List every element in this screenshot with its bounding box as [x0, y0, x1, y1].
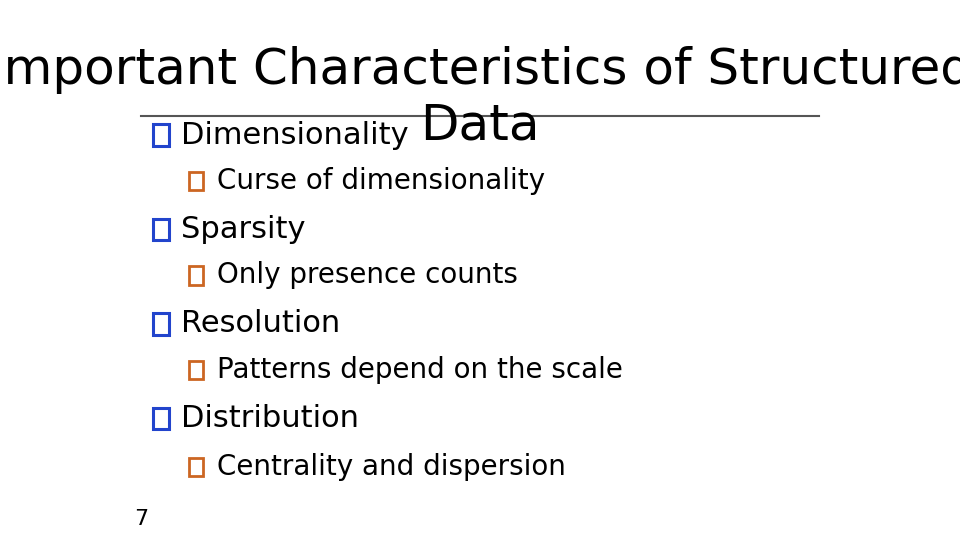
Text: Sparsity: Sparsity — [180, 215, 305, 244]
Text: Patterns depend on the scale: Patterns depend on the scale — [217, 356, 623, 384]
Text: Resolution: Resolution — [180, 309, 340, 339]
Text: Curse of dimensionality: Curse of dimensionality — [217, 167, 545, 195]
FancyBboxPatch shape — [154, 313, 169, 335]
FancyBboxPatch shape — [189, 172, 204, 190]
Text: Distribution: Distribution — [180, 404, 359, 433]
Text: Only presence counts: Only presence counts — [217, 261, 517, 289]
Text: Dimensionality: Dimensionality — [180, 120, 408, 150]
FancyBboxPatch shape — [189, 361, 204, 379]
FancyBboxPatch shape — [189, 458, 204, 476]
FancyBboxPatch shape — [154, 219, 169, 240]
Text: 7: 7 — [134, 509, 148, 529]
Text: Centrality and dispersion: Centrality and dispersion — [217, 453, 565, 481]
FancyBboxPatch shape — [189, 266, 204, 285]
Text: Important Characteristics of Structured
Data: Important Characteristics of Structured … — [0, 46, 960, 150]
FancyBboxPatch shape — [154, 124, 169, 146]
FancyBboxPatch shape — [154, 408, 169, 429]
